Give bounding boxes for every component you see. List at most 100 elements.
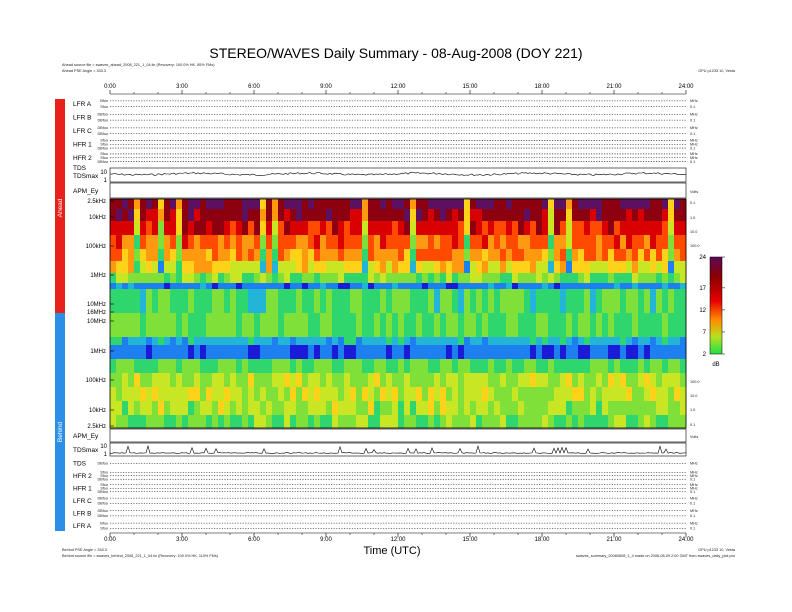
spectrogram-cell [500, 249, 507, 261]
spectrogram-cell [266, 359, 273, 373]
spectrogram-cell [224, 373, 231, 387]
spectrogram-cell [344, 387, 351, 401]
spectrogram-cell [134, 401, 141, 415]
spectrogram-cell [236, 401, 243, 415]
spectrogram-cell [536, 313, 543, 337]
spectrogram-cell [530, 273, 537, 283]
spectrogram-cell [284, 273, 291, 283]
spectrogram-cell [188, 221, 195, 235]
spectrogram-cell [668, 415, 675, 428]
spectrogram-cell [278, 273, 285, 283]
spectrogram-cell [320, 373, 327, 387]
spectrogram-cell [458, 209, 465, 221]
spectrogram-cell [680, 235, 687, 249]
spectrogram-cell [152, 373, 159, 387]
spectrogram-cell [650, 235, 657, 249]
spectrogram-cell [380, 401, 387, 415]
spectrogram-cell [644, 283, 651, 289]
right-axis-label-behind: 10.0 [690, 394, 697, 398]
spectrogram-cell [260, 345, 267, 359]
spectrogram-cell [674, 337, 681, 345]
spectrogram-cell [290, 415, 297, 428]
spectrogram-cell [374, 235, 381, 249]
spectrogram-cell [302, 313, 309, 337]
spectrogram-cell [482, 359, 489, 373]
spectrogram-cell [206, 199, 213, 209]
spectrogram-cell [350, 313, 357, 337]
spectrogram-cell [584, 387, 591, 401]
time-tick-label: 6:00 [248, 84, 260, 90]
spectrogram-cell [362, 387, 369, 401]
spectrogram-cell [110, 415, 117, 428]
spectrogram-cell [422, 249, 429, 261]
spectrogram-cell [476, 199, 483, 209]
spectrogram-cell [440, 261, 447, 273]
spectrogram-cell [416, 415, 423, 428]
spectrogram-cell [356, 373, 363, 387]
spectrogram-cell [242, 373, 249, 387]
spectrogram-cell [530, 345, 537, 359]
ahead-tdsmax-panel: TDS TDSmax 10 1 [73, 165, 687, 184]
spectrogram-cell [656, 273, 663, 283]
spectrogram-cell [500, 401, 507, 415]
spectrogram-cell [248, 283, 255, 289]
spectrogram-cell [656, 289, 663, 313]
spectrogram-cell [620, 337, 627, 345]
spectrogram-cell [638, 337, 645, 345]
spectrogram-cell [404, 345, 411, 359]
spectrogram-cell [530, 387, 537, 401]
freq-tick-label-behind: 10kHz [89, 408, 106, 414]
spectrogram-cell [296, 359, 303, 373]
spectrogram-cell [212, 199, 219, 209]
spectrogram-cell [446, 261, 453, 273]
spectrogram-cell [164, 235, 171, 249]
spectrogram-cell [398, 345, 405, 359]
spectrogram-cell [158, 345, 165, 359]
spectrogram-cell [530, 199, 537, 209]
spectrogram-cell [308, 235, 315, 249]
spectrogram-cell [320, 345, 327, 359]
spectrogram-cell [536, 359, 543, 373]
spectrogram-cell [500, 415, 507, 428]
spectrogram-cell [266, 415, 273, 428]
spectrogram-cell [224, 289, 231, 313]
spectrogram-cell [350, 235, 357, 249]
spectrogram-cell [206, 415, 213, 428]
spectrogram-cell [254, 261, 261, 273]
spectrogram-cell [680, 313, 687, 337]
spectrogram-cell [416, 359, 423, 373]
spectrogram-cell [404, 337, 411, 345]
spectrogram-cell [428, 401, 435, 415]
spectrogram-cell [176, 283, 183, 289]
spectrogram-cell [608, 221, 615, 235]
spectrogram-cell [656, 415, 663, 428]
spectrogram-cell [404, 261, 411, 273]
spectrogram-cell [584, 249, 591, 261]
spectrogram-cell [284, 387, 291, 401]
spectrogram-cell [530, 313, 537, 337]
spectrogram-cell [236, 221, 243, 235]
spectrogram-cell [356, 273, 363, 283]
spectrogram-cell [284, 313, 291, 337]
spectrogram-cell [320, 415, 327, 428]
spectrogram-cell [446, 313, 453, 337]
spectrogram-cell [272, 209, 279, 221]
spectrogram-cell [248, 273, 255, 283]
spectrogram-cell [680, 387, 687, 401]
spectrogram-frame [109, 198, 687, 429]
spectrogram-cell [350, 199, 357, 209]
spectrogram-cell [542, 209, 549, 221]
channel-right-label: 0.1 [690, 118, 695, 122]
spectrogram-cell [200, 337, 207, 345]
spectrogram-cell [176, 199, 183, 209]
spectrogram-cell [260, 313, 267, 337]
spectrogram-cell [482, 273, 489, 283]
spectrogram-cell [338, 261, 345, 273]
spectrogram-cell [236, 235, 243, 249]
spectrogram-cell [650, 359, 657, 373]
spectrogram-cell [602, 373, 609, 387]
spectrogram-cell [452, 387, 459, 401]
spectrogram-cell [170, 235, 177, 249]
spectrogram-cell [506, 235, 513, 249]
spectrogram-cell [278, 261, 285, 273]
